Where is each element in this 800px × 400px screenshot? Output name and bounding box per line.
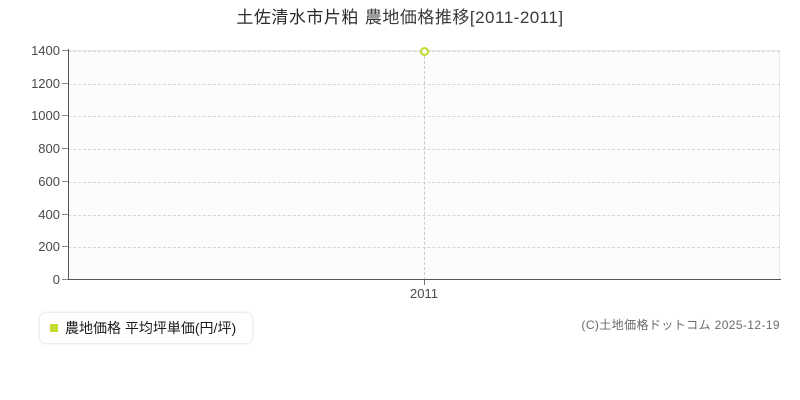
x-axis-tick <box>424 280 425 285</box>
copyright-notice: (C)土地価格ドットコム 2025-12-19 <box>581 318 780 332</box>
y-axis-tick-label: 1000 <box>31 108 60 124</box>
y-axis-tick <box>62 148 68 150</box>
legend-item-label: 農地価格 平均坪単価(円/坪) <box>65 320 237 336</box>
x-axis-tick-label: 2011 <box>410 286 438 301</box>
y-axis-tick-label: 800 <box>38 141 60 157</box>
y-axis-tick <box>62 50 68 51</box>
y-axis-tick-label: 600 <box>38 173 60 189</box>
title-place: 土佐清水市片粕 <box>236 8 359 27</box>
y-axis-line <box>68 49 69 280</box>
y-axis-tick-labels: 0 200 400 600 800 1000 1200 1400 <box>0 0 60 400</box>
page-title: 土佐清水市片粕 農地価格推移[2011-2011] <box>0 7 800 29</box>
x-axis-line <box>68 279 781 280</box>
y-axis-tick-label: 400 <box>38 206 60 222</box>
y-axis-tick-label: 0 <box>52 272 60 287</box>
y-axis-tick <box>62 180 68 182</box>
y-axis-tick <box>62 115 68 117</box>
legend-color-swatch <box>50 324 58 332</box>
y-axis-tick <box>62 82 68 84</box>
plot-area <box>68 50 780 280</box>
y-axis-tick-label: 1200 <box>31 75 60 91</box>
y-axis-tick <box>62 213 68 215</box>
data-point-marker[interactable] <box>419 47 429 57</box>
y-axis-tick <box>62 279 68 280</box>
title-subject: 農地価格推移[2011-2011] <box>364 8 564 27</box>
y-axis-tick <box>62 246 68 248</box>
chart-legend[interactable]: 農地価格 平均坪単価(円/坪) <box>40 313 253 343</box>
y-axis-tick-label: 200 <box>38 239 60 255</box>
gridline-vertical <box>424 51 425 280</box>
y-axis-tick-label: 1400 <box>31 43 60 58</box>
